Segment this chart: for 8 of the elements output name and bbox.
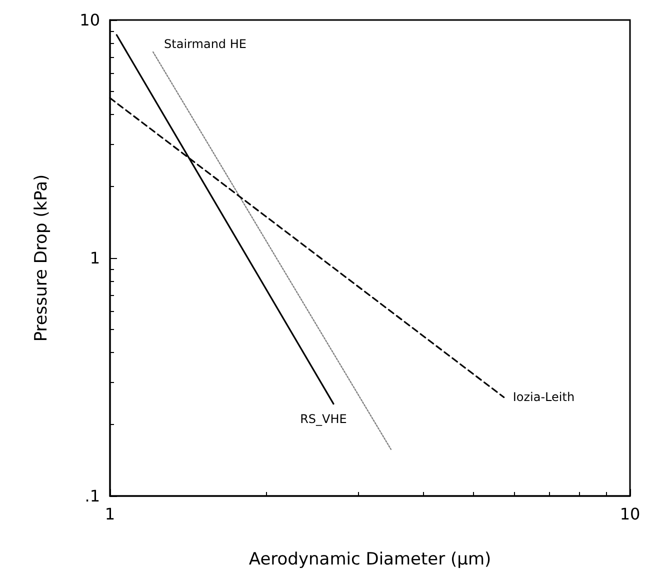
series-label: Iozia-Leith bbox=[512, 390, 575, 404]
series-label: Stairmand HE bbox=[164, 36, 246, 51]
series-label: RS_VHE bbox=[300, 412, 347, 426]
y-tick-label: 10 bbox=[80, 10, 100, 30]
y-tick-label: .1 bbox=[84, 486, 100, 506]
y-axis-title: Pressure Drop (kPa) bbox=[32, 174, 52, 342]
x-axis-title: Aerodynamic Diameter (µm) bbox=[248, 550, 492, 570]
y-tick-label: 1 bbox=[90, 248, 100, 268]
